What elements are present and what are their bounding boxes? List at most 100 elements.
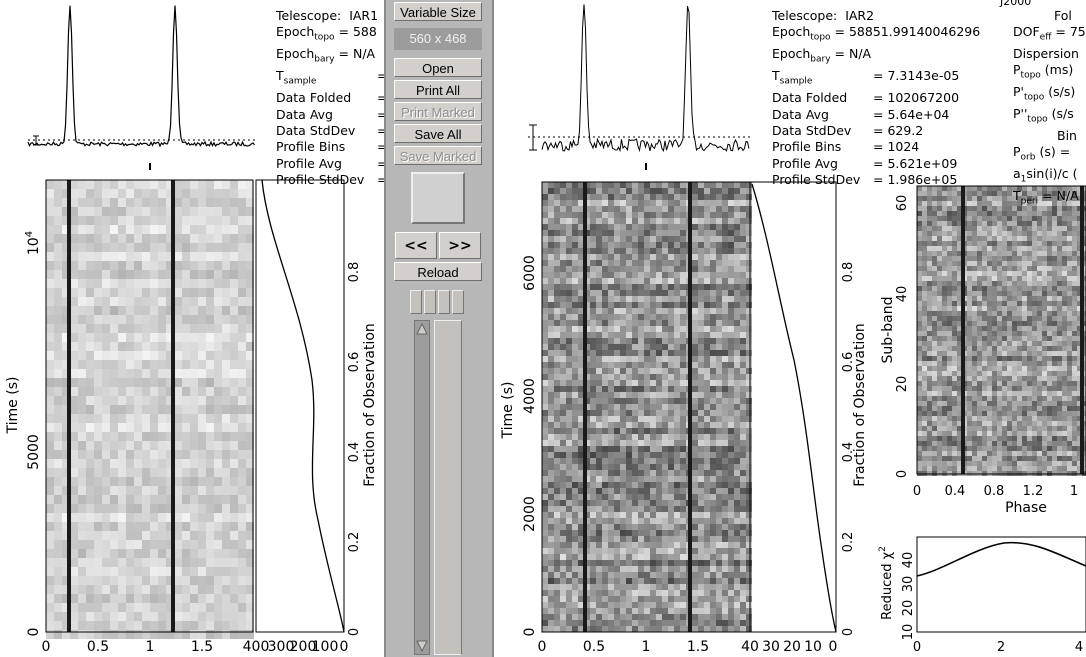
left-chi-xtick: 300 <box>268 639 295 655</box>
subband-ytick: 60 <box>895 195 910 212</box>
right-ytick: 4000 <box>522 378 538 414</box>
right-xtick: 0 <box>538 639 547 655</box>
right-y-axis-label: Time (s) <box>500 382 516 440</box>
right-side-info: DOFeff = 75 Dispersion Ptopo (ms) P'topo… <box>1013 24 1086 207</box>
right-time-phase-image <box>542 182 752 632</box>
left-chi-curve <box>261 179 345 633</box>
left-xtick: 1 <box>146 639 155 655</box>
left-xtick: 0.5 <box>87 639 109 655</box>
left-ytick: 5000 <box>26 434 42 470</box>
right-chi-xtick: 10 <box>804 639 822 655</box>
left-ytick-10-4: 104 <box>24 231 42 255</box>
phase-xtick: 1.2 <box>1023 484 1044 499</box>
redchi-ytick: 20 <box>901 600 916 617</box>
previous-button[interactable]: << <box>395 232 437 259</box>
redchi-axis-label: Reduced χ2 <box>878 546 895 620</box>
file-list-scrollbar[interactable] <box>414 320 430 655</box>
phase-xtick: 0.8 <box>984 484 1005 499</box>
left-image-frame <box>45 179 254 633</box>
right-ytick: 2000 <box>522 496 538 532</box>
next-button[interactable]: >> <box>439 232 481 259</box>
left-prepfold-window: Time (s) Fraction of Observation 0 0.5 1… <box>0 0 384 657</box>
right-chi-frame <box>749 181 837 633</box>
left-chi-xtick: 100 <box>312 639 339 655</box>
save-marked-button[interactable]: Save Marked <box>394 146 482 165</box>
redchi-ytick: 40 <box>901 552 916 569</box>
phase-xtick: 0.4 <box>945 484 966 499</box>
right-error-bar <box>529 124 537 151</box>
left-chi-frame <box>255 179 345 633</box>
phase-xtick: 1 <box>1070 484 1078 499</box>
left-ytick: 0 <box>26 628 42 637</box>
subband-phase-image <box>917 186 1086 476</box>
right-frac-tick: 0.4 <box>841 442 856 463</box>
control-panel: Variable Size 560 x 468 Open Print All P… <box>384 0 494 657</box>
left-pulse-profile-curve <box>27 5 255 148</box>
right-xtick: 1 <box>642 639 651 655</box>
mark-toggle[interactable] <box>410 290 422 314</box>
right-y2-axis-label: Fraction of Observation <box>852 323 868 487</box>
subband-ytick: 20 <box>895 376 910 393</box>
left-xtick: 1.5 <box>191 639 213 655</box>
redchi-xtick: 2 <box>997 640 1005 655</box>
right-frac-tick: 0.8 <box>841 262 856 283</box>
variable-size-button[interactable]: Variable Size <box>394 2 482 21</box>
open-button[interactable]: Open <box>394 58 482 77</box>
left-header-info: Telescope: IAR1 Epochtopo = 588 Epochbar… <box>276 8 384 188</box>
right-frac-tick: 0.2 <box>841 532 856 553</box>
right-chi-curve <box>751 183 837 633</box>
right-chi-xtick: 30 <box>762 639 780 655</box>
left-frac-tick: 0.4 <box>347 442 362 463</box>
print-marked-button[interactable]: Print Marked <box>394 102 482 121</box>
left-time-phase-image <box>46 180 254 639</box>
subband-ytick: 0 <box>895 470 910 478</box>
right-chi-xtick: 20 <box>783 639 801 655</box>
subband-axis-label: Sub-band <box>880 297 896 364</box>
subband-ytick: 40 <box>895 286 910 303</box>
phase-axis-label: Phase <box>1005 500 1047 516</box>
save-all-button[interactable]: Save All <box>394 124 482 143</box>
right-pulse-profile-curve <box>541 4 750 153</box>
left-frac-tick: 0.2 <box>347 532 362 553</box>
file-list[interactable] <box>434 320 462 655</box>
left-y2-axis-label: Fraction of Observation <box>362 323 378 487</box>
left-y-axis-label: Time (s) <box>5 377 21 435</box>
left-xtick: 0 <box>42 639 51 655</box>
left-chi-xtick: 0 <box>340 639 349 655</box>
left-error-bar <box>33 135 39 146</box>
right-prepfold-plots: Time (s) Fraction of Observation Sub-ban… <box>500 4 1086 655</box>
mark-toggle[interactable] <box>424 290 436 314</box>
right-chi-xtick: 40 <box>741 639 759 655</box>
redchi-ytick: 30 <box>901 576 916 593</box>
redchi-curve <box>916 541 1086 577</box>
redchi-ytick: 10 <box>901 624 916 641</box>
phase-xtick: 0 <box>913 484 921 499</box>
redchi-xtick: 0 <box>913 640 921 655</box>
scroll-up-arrow-icon[interactable] <box>415 322 429 336</box>
left-frac-tick: 0.6 <box>347 352 362 373</box>
right-frac-tick: 0.6 <box>841 352 856 373</box>
preview-box[interactable] <box>411 172 465 224</box>
subband-frame <box>916 185 1086 475</box>
reload-button[interactable]: Reload <box>394 262 482 281</box>
left-prepfold-plots: Time (s) Fraction of Observation 0 0.5 1… <box>5 5 378 655</box>
right-xtick: 1.5 <box>687 639 709 655</box>
right-header-info: Telescope: IAR2 Epochtopo = 58851.991400… <box>772 8 981 188</box>
right-frac-tick: 0 <box>841 628 856 636</box>
right-ytick: 6000 <box>522 255 538 291</box>
right-ytick: 0 <box>522 628 538 637</box>
size-readout: 560 x 468 <box>394 28 482 50</box>
right-chi-xtick: 0 <box>829 639 838 655</box>
left-frac-tick: 0 <box>347 628 362 636</box>
redchi-frame <box>916 536 1086 633</box>
fold-label: Fol <box>1054 8 1072 23</box>
left-chi-xtick: 200 <box>290 639 317 655</box>
print-all-button[interactable]: Print All <box>394 80 482 99</box>
left-chi-xtick: 400 <box>243 639 270 655</box>
left-frac-tick: 0.8 <box>347 262 362 283</box>
mark-toggle[interactable] <box>438 290 450 314</box>
right-xtick: 0.5 <box>583 639 605 655</box>
scroll-down-arrow-icon[interactable] <box>415 639 429 653</box>
mark-toggle[interactable] <box>452 290 464 314</box>
right-prepfold-window: Time (s) Fraction of Observation Sub-ban… <box>494 0 1086 657</box>
